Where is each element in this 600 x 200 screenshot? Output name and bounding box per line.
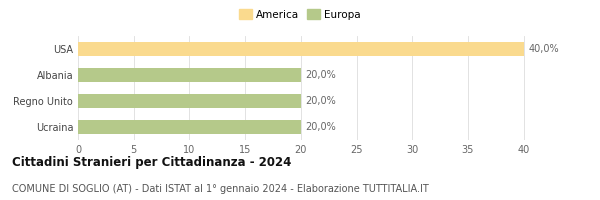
- Bar: [78, 42, 524, 56]
- Text: COMUNE DI SOGLIO (AT) - Dati ISTAT al 1° gennaio 2024 - Elaborazione TUTTITALIA.: COMUNE DI SOGLIO (AT) - Dati ISTAT al 1°…: [12, 184, 429, 194]
- Text: 40,0%: 40,0%: [528, 44, 559, 54]
- Legend: America, Europa: America, Europa: [235, 5, 365, 24]
- Text: 20,0%: 20,0%: [305, 70, 336, 80]
- Text: 20,0%: 20,0%: [305, 122, 336, 132]
- Bar: [78, 94, 301, 108]
- Bar: [78, 68, 301, 82]
- Text: 20,0%: 20,0%: [305, 96, 336, 106]
- Text: Cittadini Stranieri per Cittadinanza - 2024: Cittadini Stranieri per Cittadinanza - 2…: [12, 156, 292, 169]
- Bar: [78, 120, 301, 134]
